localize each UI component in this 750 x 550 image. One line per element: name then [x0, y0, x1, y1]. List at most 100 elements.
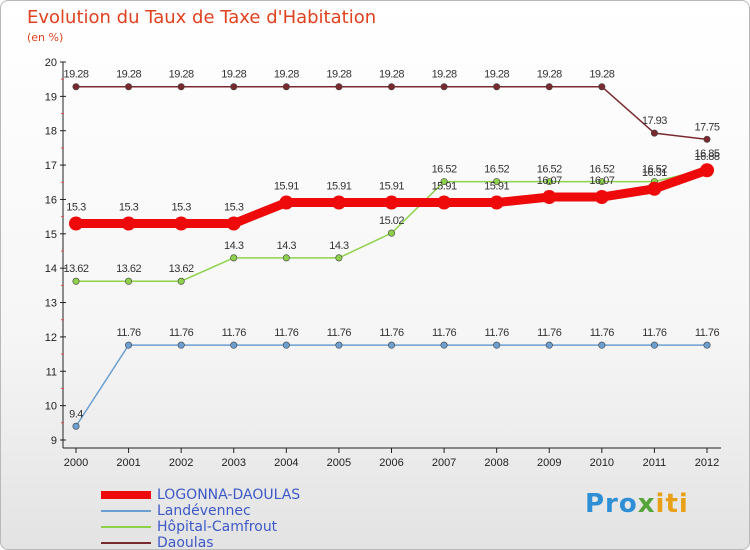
logo-part-3: iti [655, 489, 689, 519]
x-tick-label: 2005 [327, 457, 351, 469]
data-point-daoulas [72, 83, 80, 91]
data-point-land-vennec [177, 341, 185, 349]
data-point-land-vennec [125, 341, 133, 349]
data-point-daoulas [650, 129, 658, 137]
data-label-h-pital-camfrout: 16.52 [432, 164, 457, 176]
data-point-logonna-daoulas [331, 195, 346, 210]
legend-label: LOGONNA-DAOULAS [157, 487, 301, 503]
data-point-logonna-daoulas [542, 190, 557, 205]
data-label-daoulas: 19.28 [484, 69, 509, 81]
data-point-daoulas [387, 83, 395, 91]
data-point-logonna-daoulas [174, 216, 189, 231]
data-label-daoulas: 19.28 [537, 69, 562, 81]
data-label-land-vennec: 11.76 [274, 327, 299, 339]
data-point-h-pital-camfrout [545, 178, 553, 186]
legend-label: Daoulas [157, 535, 214, 550]
data-point-logonna-daoulas [121, 216, 136, 231]
data-label-daoulas: 19.28 [432, 69, 457, 81]
data-point-h-pital-camfrout [72, 277, 80, 285]
legend-swatch [101, 542, 151, 544]
data-point-logonna-daoulas [69, 216, 83, 231]
data-point-daoulas [703, 135, 711, 143]
x-tick-label: 2000 [64, 457, 88, 469]
data-point-daoulas [335, 83, 343, 91]
data-point-logonna-daoulas [384, 195, 399, 210]
data-point-h-pital-camfrout [387, 229, 395, 237]
y-tick-label: 14 [45, 263, 57, 275]
data-label-land-vennec: 11.76 [537, 327, 562, 339]
data-label-daoulas: 19.28 [589, 69, 614, 81]
data-point-land-vennec [335, 341, 343, 349]
data-label-logonna-daoulas: 16.31 [642, 167, 667, 179]
y-tick-label: 20 [45, 57, 57, 69]
data-point-h-pital-camfrout [493, 178, 501, 186]
y-tick-label: 9 [51, 435, 57, 447]
data-point-land-vennec [230, 341, 238, 349]
data-label-daoulas: 19.28 [169, 69, 194, 81]
data-label-land-vennec: 11.76 [116, 327, 141, 339]
data-point-logonna-daoulas [489, 195, 504, 210]
x-tick-label: 2008 [484, 457, 508, 469]
data-label-h-pital-camfrout: 13.62 [116, 263, 141, 275]
data-label-logonna-daoulas: 15.3 [171, 202, 191, 214]
data-label-h-pital-camfrout: 14.3 [224, 240, 244, 252]
data-label-daoulas: 19.28 [116, 69, 141, 81]
data-label-land-vennec: 11.76 [695, 327, 720, 339]
data-point-h-pital-camfrout [282, 254, 290, 262]
x-tick-label: 2001 [116, 457, 140, 469]
data-label-land-vennec: 11.76 [590, 327, 615, 339]
data-label-h-pital-camfrout: 14.3 [329, 240, 349, 252]
x-tick-label: 2004 [274, 457, 298, 469]
chart-title: Evolution du Taux de Taxe d'Habitation [27, 7, 377, 28]
y-tick-label: 16 [45, 194, 57, 206]
data-label-land-vennec: 11.76 [327, 327, 352, 339]
data-label-logonna-daoulas: 16.85 [694, 148, 719, 160]
data-point-land-vennec [703, 341, 711, 349]
x-tick-label: 2007 [432, 457, 456, 469]
logo-part-2: x [637, 489, 656, 519]
data-label-logonna-daoulas: 15.91 [379, 181, 404, 193]
y-tick-label: 15 [45, 229, 57, 241]
data-point-daoulas [282, 83, 290, 91]
y-tick-label: 12 [45, 332, 57, 344]
data-label-land-vennec: 11.76 [169, 327, 194, 339]
data-point-land-vennec [440, 341, 448, 349]
data-label-logonna-daoulas: 16.07 [589, 175, 614, 187]
data-point-logonna-daoulas [279, 195, 294, 210]
data-label-h-pital-camfrout: 16.52 [642, 164, 667, 176]
data-point-logonna-daoulas [647, 181, 662, 196]
data-label-daoulas: 17.75 [694, 121, 719, 133]
x-tick-label: 2002 [169, 457, 193, 469]
data-point-daoulas [493, 83, 501, 91]
chart-subtitle: (en %) [27, 31, 64, 44]
data-point-land-vennec [72, 422, 80, 430]
data-point-h-pital-camfrout [230, 254, 238, 262]
data-label-land-vennec: 11.76 [642, 327, 667, 339]
data-label-logonna-daoulas: 15.91 [484, 181, 509, 193]
data-point-logonna-daoulas [700, 163, 714, 178]
data-label-logonna-daoulas: 15.3 [119, 202, 139, 214]
legend-swatch [101, 491, 151, 499]
y-tick-label: 11 [46, 366, 57, 378]
data-label-h-pital-camfrout: 16.52 [537, 164, 562, 176]
y-tick-label: 13 [45, 298, 57, 310]
x-tick-label: 2009 [537, 457, 561, 469]
data-point-daoulas [125, 83, 133, 91]
data-point-land-vennec [598, 341, 606, 349]
data-point-h-pital-camfrout [335, 254, 343, 262]
data-label-daoulas: 19.28 [379, 69, 404, 81]
data-point-h-pital-camfrout [598, 178, 606, 186]
data-label-h-pital-camfrout: 14.3 [277, 240, 297, 252]
data-label-land-vennec: 11.76 [222, 327, 247, 339]
y-tick-label: 19 [45, 91, 57, 103]
series-line-daoulas [75, 85, 708, 141]
x-tick-label: 2012 [695, 457, 719, 469]
data-point-h-pital-camfrout [440, 178, 448, 186]
data-point-h-pital-camfrout [125, 277, 133, 285]
data-label-daoulas: 17.93 [642, 115, 667, 127]
data-label-logonna-daoulas: 15.3 [224, 202, 244, 214]
legend-swatch [101, 526, 151, 528]
data-label-h-pital-camfrout: 13.62 [63, 263, 88, 275]
data-point-daoulas [440, 83, 448, 91]
